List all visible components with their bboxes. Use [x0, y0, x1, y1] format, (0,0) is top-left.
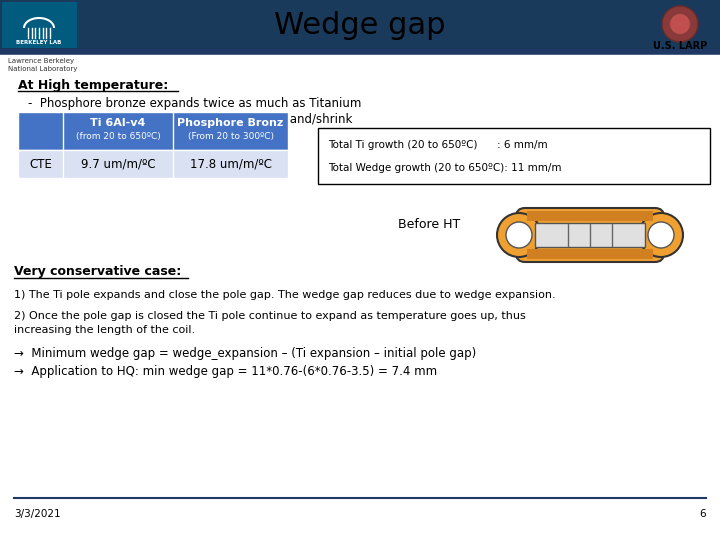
Circle shape	[506, 222, 532, 248]
FancyBboxPatch shape	[527, 211, 653, 221]
Circle shape	[648, 222, 674, 248]
Circle shape	[662, 6, 698, 42]
FancyBboxPatch shape	[18, 112, 288, 150]
Text: 1) The Ti pole expands and close the pole gap. The wedge gap reduces due to wedg: 1) The Ti pole expands and close the pol…	[14, 290, 556, 300]
Text: →  Application to HQ: min wedge gap = 11*0.76-(6*0.76-3.5) = 7.4 mm: → Application to HQ: min wedge gap = 11*…	[14, 366, 437, 379]
Text: At High temperature:: At High temperature:	[18, 78, 168, 91]
Text: →  Minimum wedge gap = wedge_expansion – (Ti expansion – initial pole gap): → Minimum wedge gap = wedge_expansion – …	[14, 348, 476, 361]
Text: Before HT: Before HT	[398, 219, 460, 232]
Text: Wedge gap: Wedge gap	[274, 10, 446, 39]
FancyBboxPatch shape	[0, 0, 720, 50]
Text: Total Ti growth (20 to 650ºC)      : 6 mm/m: Total Ti growth (20 to 650ºC) : 6 mm/m	[328, 140, 548, 150]
Text: 3/3/2021: 3/3/2021	[14, 509, 60, 519]
FancyBboxPatch shape	[527, 249, 653, 259]
FancyBboxPatch shape	[2, 2, 77, 48]
FancyBboxPatch shape	[516, 208, 664, 262]
Text: 2) Once the pole gap is closed the Ti pole continue to expand as temperature goe: 2) Once the pole gap is closed the Ti po…	[14, 311, 526, 321]
Text: CTE: CTE	[29, 158, 52, 171]
Text: Ti 6Al-v4: Ti 6Al-v4	[90, 118, 145, 128]
Circle shape	[639, 213, 683, 257]
Circle shape	[497, 213, 541, 257]
Text: 17.8 um/m/ºC: 17.8 um/m/ºC	[189, 158, 271, 171]
Text: 6: 6	[699, 509, 706, 519]
Text: -  Phosphore bronze expands twice as much as Titanium: - Phosphore bronze expands twice as much…	[28, 97, 361, 110]
FancyBboxPatch shape	[535, 223, 645, 247]
Text: (from 20 to 650ºC): (from 20 to 650ºC)	[76, 132, 161, 141]
Text: Lawrence Berkeley: Lawrence Berkeley	[8, 58, 74, 64]
Text: BERKELEY LAB: BERKELEY LAB	[17, 39, 62, 44]
Text: 9.7 um/m/ºC: 9.7 um/m/ºC	[81, 158, 156, 171]
Text: Very conservative case:: Very conservative case:	[14, 266, 181, 279]
Circle shape	[670, 14, 690, 34]
Text: -  We do not know by how much the coil expand/shrink: - We do not know by how much the coil ex…	[28, 112, 352, 125]
Text: (From 20 to 300ºC): (From 20 to 300ºC)	[187, 132, 274, 141]
FancyBboxPatch shape	[18, 150, 288, 178]
Text: U.S. LARP: U.S. LARP	[653, 41, 707, 51]
Text: Phosphore Bronz: Phosphore Bronz	[177, 118, 284, 128]
Text: Total Wedge growth (20 to 650ºC): 11 mm/m: Total Wedge growth (20 to 650ºC): 11 mm/…	[328, 163, 562, 173]
Text: increasing the length of the coil.: increasing the length of the coil.	[14, 325, 195, 335]
FancyBboxPatch shape	[318, 128, 710, 184]
Text: National Laboratory: National Laboratory	[8, 66, 77, 72]
